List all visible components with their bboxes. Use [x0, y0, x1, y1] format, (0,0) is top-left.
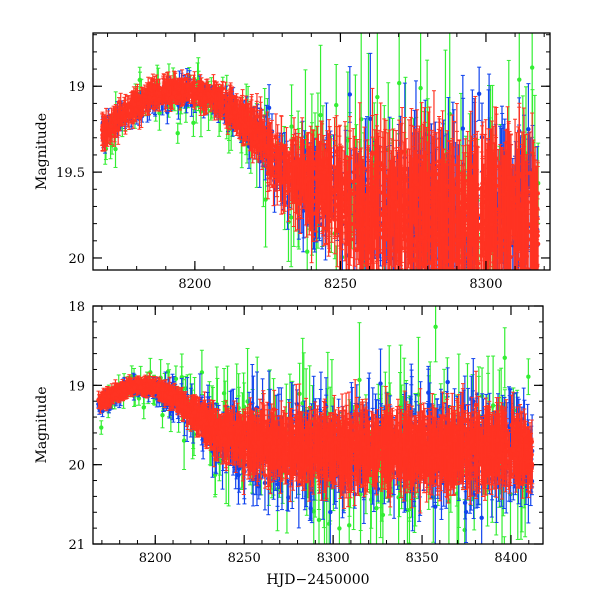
data-point	[433, 306, 438, 363]
y-tick-label: 21	[68, 538, 85, 553]
data-point	[476, 66, 482, 121]
x-tick-label: 8300	[317, 551, 350, 566]
data-point	[99, 420, 104, 435]
x-tick-label: 8400	[494, 551, 527, 566]
data-point	[138, 384, 143, 391]
panel-bottom: 8200 8250 8300 8350 8400 18 19 20 21 Magnitude HJD…	[34, 300, 544, 588]
y-axis-label: Magnitude	[34, 113, 50, 190]
y-tick-label: 18	[68, 300, 85, 315]
data-point	[347, 66, 353, 123]
data-point	[339, 146, 345, 221]
series-red-top	[100, 69, 541, 270]
x-tick-label: 8250	[228, 551, 261, 566]
data-point	[415, 305, 419, 347]
x-tick-label: 8200	[178, 277, 211, 292]
y-tick-label: 19	[68, 379, 85, 394]
data-point	[316, 489, 322, 544]
y-tick-label: 19.5	[56, 166, 85, 181]
y-axis-label: Magnitude	[34, 386, 50, 463]
y-tick-label: 19	[68, 80, 85, 95]
x-tick-label: 8300	[469, 277, 502, 292]
x-tick-label: 8350	[406, 551, 439, 566]
x-tick-label: 8250	[324, 277, 357, 292]
y-tick-label: 20	[68, 459, 85, 474]
plot-area-top	[100, 33, 541, 370]
x-axis-label: HJD−2450000	[266, 572, 369, 588]
x-tick-label: 8200	[139, 551, 172, 566]
data-point	[417, 279, 421, 370]
y-tick-label: 20	[68, 252, 85, 267]
data-point	[175, 122, 180, 144]
data-point	[529, 112, 535, 268]
panel-top: 8200 8250 8300 19 19.5 20 Magnitude	[34, 32, 551, 370]
data-point	[526, 358, 531, 396]
data-point	[502, 327, 507, 389]
